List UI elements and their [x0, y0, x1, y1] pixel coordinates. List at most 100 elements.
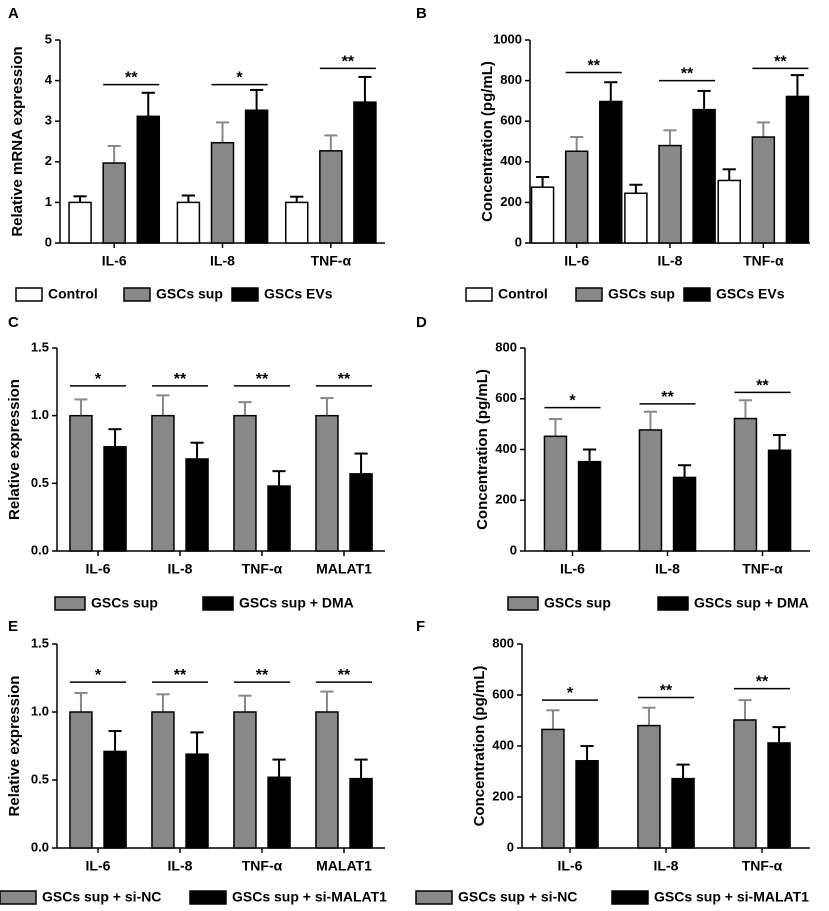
x-tick-label: IL-6 — [102, 253, 127, 269]
legend-label: GSCs sup + si-NC — [458, 889, 577, 905]
x-tick-label: MALAT1 — [316, 858, 372, 874]
bar-control-il-6 — [68, 201, 92, 244]
legend-swatch — [54, 596, 86, 611]
panel-label: D — [416, 314, 427, 331]
legend-swatch — [202, 596, 234, 611]
bar-gscs-sup-il-6 — [69, 414, 93, 552]
panel-c: C 0.0 0.5 1.0 1.5 Relative expression IL-6 IL-8… — [6, 314, 385, 611]
bar-gscs-sup-si-malat1-il-6 — [575, 760, 599, 849]
significance-label: ** — [774, 53, 787, 70]
bar-gscs-sup-il-6 — [564, 150, 589, 244]
significance-label: ** — [174, 371, 187, 388]
y-tick-label: 400 — [500, 153, 522, 168]
panel-label: B — [416, 5, 427, 22]
x-tick-label: IL-8 — [168, 858, 193, 874]
y-axis-label: Relative mRNA expression — [9, 46, 26, 236]
legend-label: GSCs sup — [156, 286, 223, 302]
panel-label: F — [416, 618, 425, 635]
legend-label: GSCs sup — [544, 595, 611, 611]
legend-swatch — [575, 287, 603, 302]
y-tick-label: 4 — [45, 72, 53, 87]
bar-gscs-sup-si-nc-il-6 — [541, 728, 565, 849]
x-tick-label: IL-8 — [210, 253, 235, 269]
panel-label: E — [8, 618, 18, 635]
bar-gscs-evs-tnf- — [353, 101, 377, 244]
x-tick-label: IL-6 — [564, 253, 589, 269]
legend-swatch — [657, 596, 689, 611]
y-tick-label: 0 — [510, 542, 517, 557]
bar-control-il-8 — [176, 201, 201, 244]
x-tick-label: TNF-α — [242, 858, 283, 874]
bar-gscs-sup-si-nc-il-8 — [637, 724, 661, 849]
y-tick-label: 600 — [500, 113, 522, 128]
legend-swatch — [123, 287, 151, 302]
significance-label: ** — [174, 667, 187, 684]
y-tick-label: 5 — [45, 31, 52, 46]
bar-control-il-6 — [530, 186, 555, 244]
y-tick-label: 600 — [495, 390, 517, 405]
x-tick-label: TNF-α — [242, 561, 283, 577]
bar-gscs-evs-il-6 — [136, 115, 161, 244]
y-tick-label: 800 — [492, 635, 514, 650]
x-tick-label: IL-6 — [86, 561, 111, 577]
x-tick-label: IL-8 — [655, 561, 680, 577]
significance-label: * — [95, 667, 102, 684]
x-tick-label: IL-6 — [558, 858, 583, 874]
y-tick-label: 0.0 — [31, 542, 49, 557]
significance-label: ** — [661, 389, 674, 406]
bar-gscs-sup-dma-il-6 — [103, 446, 127, 552]
bar-gscs-evs-tnf- — [785, 95, 810, 244]
x-tick-label: TNF-α — [311, 253, 352, 269]
panel-label: C — [8, 314, 19, 331]
bar-gscs-sup-il-6 — [543, 435, 568, 552]
bar-gscs-sup-dma-tnf- — [767, 449, 792, 552]
legend-label: Control — [498, 286, 548, 302]
legend-swatch — [15, 287, 43, 302]
significance-label: ** — [342, 53, 355, 70]
significance-label: * — [569, 393, 576, 410]
legend-label: GSCs EVs — [264, 286, 333, 302]
y-axis-label: Relative expression — [6, 676, 23, 817]
significance-label: * — [95, 371, 102, 388]
significance-label: ** — [756, 674, 769, 691]
y-tick-label: 1.0 — [31, 407, 49, 422]
significance-label: ** — [125, 70, 138, 87]
x-tick-label: IL-8 — [658, 253, 683, 269]
panel-e: E 0.0 0.5 1.0 1.5 Relative expression IL-6 IL-8… — [0, 618, 387, 905]
y-tick-label: 1.5 — [31, 339, 49, 354]
legend-swatch — [507, 596, 539, 611]
bar-gscs-sup-si-nc-tnf- — [733, 719, 757, 849]
bar-gscs-sup-tnf- — [751, 136, 776, 244]
bar-gscs-sup-si-malat1-tnf- — [267, 776, 291, 849]
y-axis-label: Relative expression — [6, 379, 23, 520]
x-tick-label: TNF-α — [742, 561, 783, 577]
bar-gscs-sup-si-malat1-malat1 — [349, 777, 373, 849]
x-tick-label: IL-6 — [560, 561, 585, 577]
bar-gscs-sup-dma-malat1 — [349, 473, 373, 552]
panel-label: A — [8, 5, 19, 22]
significance-label: ** — [756, 377, 769, 394]
legend-label: Control — [48, 286, 98, 302]
y-tick-label: 200 — [492, 788, 514, 803]
y-tick-label: 400 — [495, 441, 517, 456]
y-axis-label: Concentration (pg/mL) — [471, 666, 488, 827]
bar-gscs-sup-il-8 — [210, 141, 235, 244]
legend-swatch — [465, 287, 493, 302]
bar-gscs-sup-si-nc-tnf- — [233, 711, 257, 849]
legend-swatch — [683, 287, 711, 302]
legend-label: GSCs sup + si-MALAT1 — [232, 889, 387, 905]
significance-label: * — [567, 685, 574, 702]
bar-gscs-evs-il-6 — [599, 100, 623, 244]
legend-label: GSCs sup — [91, 595, 158, 611]
significance-label: ** — [256, 667, 269, 684]
bar-gscs-sup-si-nc-il-6 — [69, 711, 93, 849]
bar-gscs-sup-tnf- — [233, 414, 257, 552]
bar-gscs-sup-dma-il-8 — [185, 458, 209, 552]
bar-gscs-sup-dma-il-8 — [672, 476, 697, 552]
y-tick-label: 0 — [515, 234, 522, 249]
x-tick-label: MALAT1 — [316, 561, 372, 577]
x-tick-label: TNF-α — [743, 253, 784, 269]
legend-label: GSCs sup + si-MALAT1 — [654, 889, 809, 905]
bar-gscs-sup-il-8 — [638, 429, 663, 552]
